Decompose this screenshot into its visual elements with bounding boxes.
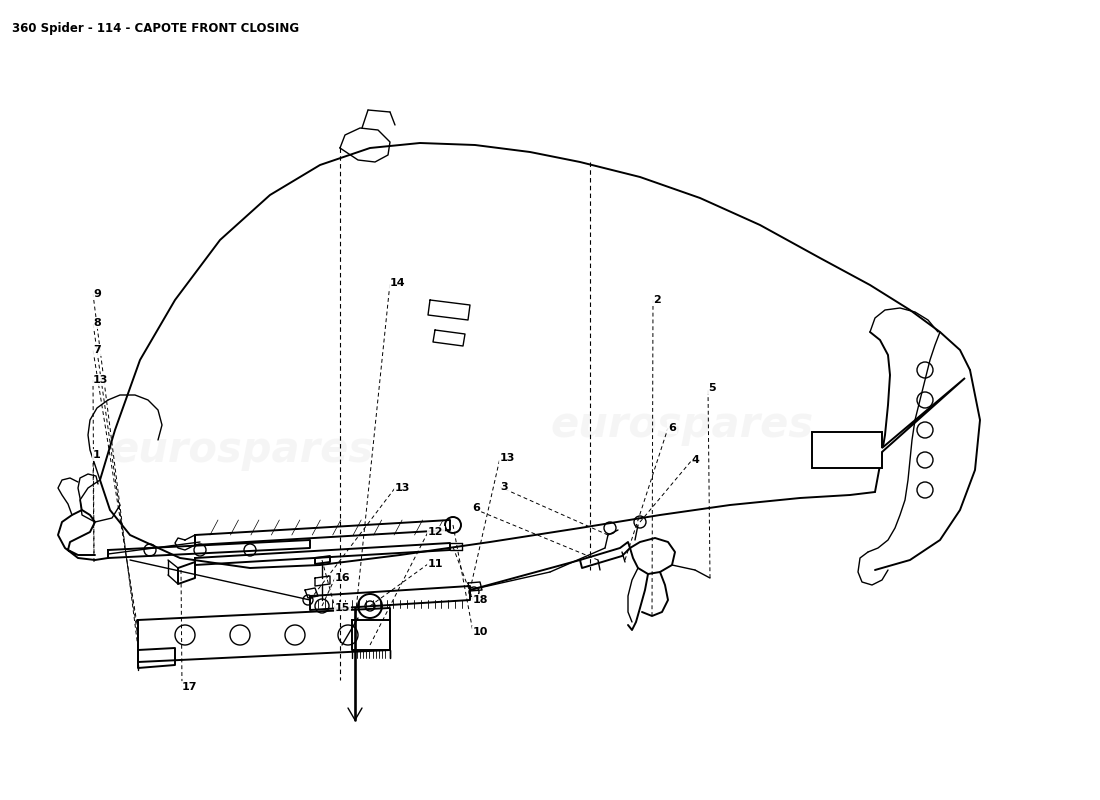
Text: 16: 16 — [336, 573, 351, 583]
Text: 14: 14 — [390, 278, 406, 288]
Text: 13: 13 — [500, 453, 516, 463]
Text: eurospares: eurospares — [110, 429, 373, 471]
Text: 3: 3 — [500, 482, 507, 492]
Text: 2: 2 — [653, 295, 661, 305]
Text: 9: 9 — [94, 289, 101, 299]
Text: 8: 8 — [94, 318, 101, 328]
Text: 11: 11 — [428, 559, 443, 569]
Polygon shape — [812, 378, 965, 468]
Text: 6: 6 — [472, 503, 480, 513]
Text: 13: 13 — [94, 375, 109, 385]
Text: 12: 12 — [428, 527, 443, 537]
Text: 360 Spider - 114 - CAPOTE FRONT CLOSING: 360 Spider - 114 - CAPOTE FRONT CLOSING — [12, 22, 299, 35]
Text: 17: 17 — [182, 682, 198, 692]
Text: eurospares: eurospares — [550, 404, 813, 446]
Text: 4: 4 — [692, 455, 700, 465]
Text: 13: 13 — [395, 483, 410, 493]
Text: 15: 15 — [336, 603, 351, 613]
Text: 18: 18 — [473, 595, 488, 605]
Text: 7: 7 — [94, 345, 101, 355]
Text: 6: 6 — [668, 423, 675, 433]
Text: 5: 5 — [708, 383, 716, 393]
Text: 10: 10 — [473, 627, 488, 637]
Text: 1: 1 — [94, 450, 101, 460]
